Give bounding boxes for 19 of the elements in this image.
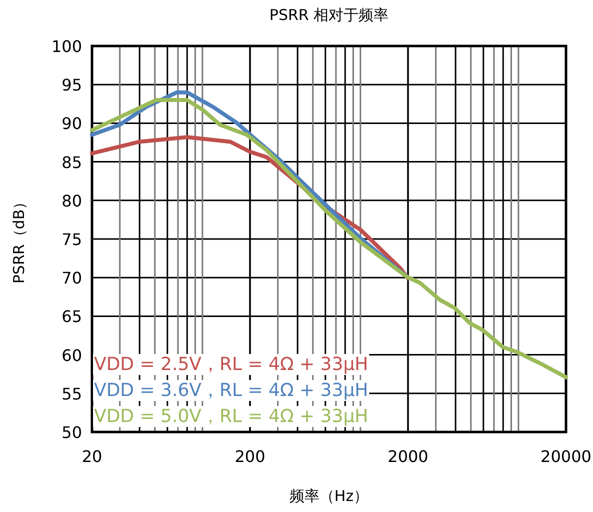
y-tick-label: 80 [62,191,82,210]
x-axis-title: 频率（Hz） [289,487,369,505]
y-tick-label: 55 [62,384,82,404]
legend: VDD = 2.5V，RL = 4Ω + 33μH VDD = 3.6V，RL = 4Ω + 33μH VDD = 5.0V，RL = 4Ω + 33μH [93,354,370,427]
y-tick-label: 50 [62,423,82,442]
y-tick-label: 85 [62,152,82,172]
y-tick-label: 90 [62,114,82,134]
y-tick-label: 70 [62,268,82,288]
y-tick-label: 65 [62,307,82,326]
y-tick-label: 95 [62,76,82,95]
x-tick-label: 20 [82,447,102,466]
y-tick-label: 75 [62,230,82,249]
y-axis-title: PSRR（dB） [10,194,28,284]
chart-title: PSRR 相对于频率 [269,6,389,24]
x-tick-label: 2000 [388,447,428,466]
y-tick-label: 100 [51,37,82,56]
x-tick-label: 200 [234,447,266,466]
x-tick-label: 20000 [540,447,592,466]
y-tick-label: 60 [62,346,82,365]
